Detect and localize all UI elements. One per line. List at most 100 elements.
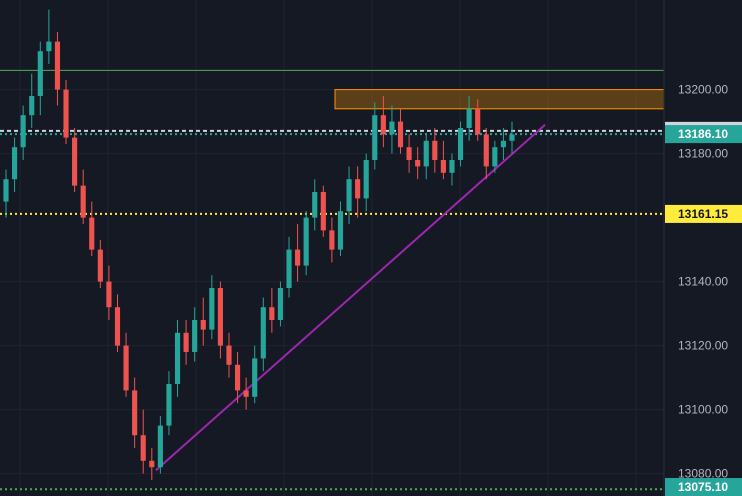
candle-45 [389, 105, 395, 154]
price-tick-label-2: 13140.00 [678, 275, 728, 289]
candle-body-18 [157, 425, 163, 468]
candle-34 [295, 224, 301, 282]
candle-23 [200, 297, 206, 346]
candle-18 [157, 416, 163, 474]
candle-16 [140, 409, 146, 474]
candle-44 [380, 96, 386, 148]
price-axis-background [664, 0, 742, 496]
horizontal-lines [0, 69, 664, 491]
candle-22 [192, 307, 198, 362]
candle-46 [397, 108, 404, 154]
candle-body-12 [106, 281, 112, 308]
candle-42 [363, 153, 369, 212]
green-level-tag-text: 13075.10 [678, 480, 728, 494]
candle-body-21 [183, 332, 189, 352]
candle-body-23 [200, 320, 206, 330]
candles [3, 9, 515, 480]
candle-6 [54, 32, 61, 106]
candle-3 [29, 73, 35, 128]
candle-13 [114, 294, 121, 352]
candle-body-37 [320, 192, 326, 231]
candle-body-47 [406, 147, 412, 160]
price-tick-label-5: 13080.00 [678, 467, 728, 481]
candle-11 [97, 240, 103, 288]
candle-27 [234, 352, 241, 404]
candle-4 [37, 41, 43, 116]
candle-body-17 [149, 460, 155, 468]
candle-body-39 [337, 211, 344, 250]
candle-body-38 [329, 230, 335, 250]
candle-body-41 [355, 179, 361, 199]
candle-body-0 [3, 179, 9, 202]
candle-body-1 [12, 147, 18, 180]
candle-body-13 [114, 307, 121, 346]
candle-body-59 [509, 134, 515, 141]
candle-body-35 [303, 217, 309, 266]
candle-0 [3, 169, 9, 218]
last-price-tag-text: 13186.10 [678, 127, 728, 141]
candle-59 [509, 121, 515, 154]
candle-37 [320, 185, 326, 237]
candle-body-11 [97, 249, 103, 282]
candle-body-15 [132, 390, 138, 436]
candle-56 [483, 128, 489, 180]
candle-body-19 [166, 384, 172, 426]
candle-10 [89, 201, 95, 256]
last-price-tag: 13186.10 [665, 125, 742, 144]
grid [0, 0, 664, 496]
green-level-tag: 13075.10 [665, 478, 742, 496]
candle-body-56 [483, 134, 489, 167]
candle-body-4 [37, 51, 43, 96]
candle-body-53 [457, 128, 464, 160]
candle-body-43 [372, 115, 378, 160]
price-tick-label-4: 13100.00 [678, 403, 728, 417]
candle-12 [106, 265, 112, 320]
candle-8 [72, 128, 78, 192]
candle-40 [346, 166, 352, 224]
candle-body-48 [415, 160, 421, 167]
candle-58 [500, 128, 506, 160]
candle-33 [286, 236, 292, 298]
resistance-zone[interactable] [334, 89, 665, 110]
candle-body-33 [286, 249, 292, 288]
candle-38 [329, 217, 335, 263]
candle-5 [46, 9, 52, 64]
candle-26 [226, 332, 232, 378]
candle-21 [183, 320, 189, 365]
candle-39 [337, 201, 344, 256]
candle-57 [492, 140, 498, 173]
candle-body-52 [449, 160, 455, 173]
price-tick-label-0: 13200.00 [678, 83, 728, 97]
candle-body-26 [226, 345, 232, 365]
price-axis[interactable]: 13200.00 13180.00 13140.00 13120.00 13100.00… [678, 83, 728, 481]
candle-body-50 [432, 140, 438, 160]
candle-body-42 [363, 160, 369, 199]
candle-19 [166, 371, 172, 436]
candle-54 [466, 96, 472, 141]
candle-55 [475, 99, 481, 141]
zone-layer [334, 89, 665, 110]
candle-41 [355, 166, 361, 218]
candle-body-57 [492, 147, 498, 167]
trendline-purple[interactable] [155, 124, 546, 472]
candle-body-7 [63, 89, 69, 138]
last-price-tag-bg [665, 125, 742, 144]
yellow-level-tag: 13161.15 [665, 204, 742, 223]
candle-31 [269, 288, 275, 333]
yellow-level-tag-text: 13161.15 [678, 207, 728, 221]
candle-52 [449, 153, 455, 186]
candle-body-32 [277, 288, 284, 320]
candle-body-10 [89, 217, 95, 250]
candle-32 [277, 281, 284, 327]
candle-body-51 [440, 160, 446, 173]
candle-body-54 [466, 108, 472, 128]
candle-body-20 [174, 332, 181, 384]
candle-20 [174, 320, 181, 397]
candle-body-30 [260, 307, 266, 359]
candle-50 [432, 128, 438, 173]
candle-7 [63, 80, 69, 144]
candle-28 [243, 377, 249, 410]
candle-17 [149, 448, 155, 480]
